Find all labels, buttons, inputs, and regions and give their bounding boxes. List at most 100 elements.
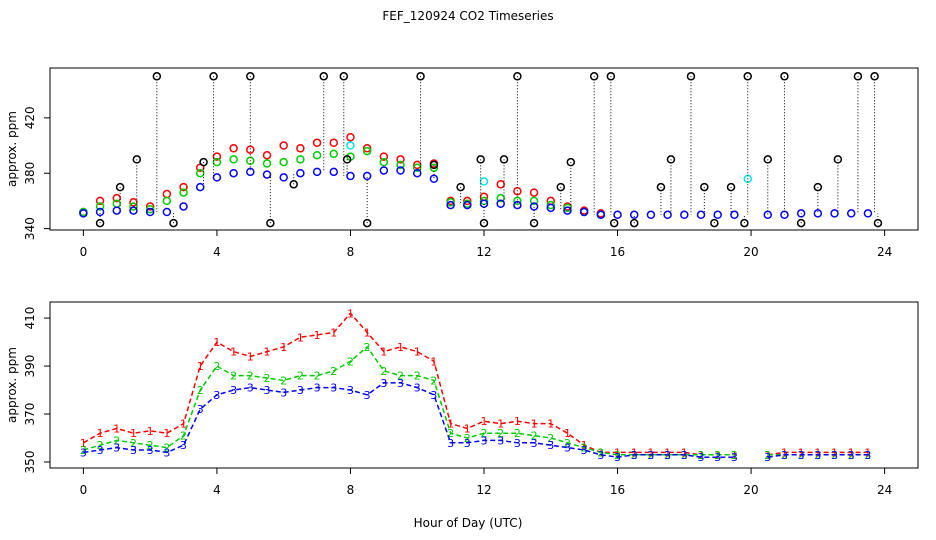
data-point xyxy=(296,168,305,178)
data-point xyxy=(162,189,172,199)
data-point xyxy=(162,207,172,217)
data-point xyxy=(496,193,505,203)
data-point xyxy=(700,182,709,192)
point-marker: 3 xyxy=(80,446,87,459)
point-marker: 3 xyxy=(514,437,521,450)
data-point xyxy=(319,72,329,81)
point-marker: 1 xyxy=(581,439,588,452)
point-marker: 1 xyxy=(430,355,437,368)
data-point xyxy=(262,150,272,160)
data-point xyxy=(296,144,305,153)
data-point xyxy=(846,209,856,218)
point-marker: 3 xyxy=(163,446,170,459)
point-marker: 3 xyxy=(597,449,604,462)
point-marker: 1 xyxy=(497,418,504,431)
point-marker: 2 xyxy=(614,449,621,462)
point-marker: 2 xyxy=(447,427,454,440)
data-point xyxy=(680,210,689,220)
data-point xyxy=(95,202,105,211)
point-marker: 3 xyxy=(280,386,287,399)
point-marker: 3 xyxy=(314,382,321,395)
data-point xyxy=(179,202,188,211)
point-marker: 3 xyxy=(698,451,705,464)
x-tick-label: 0 xyxy=(80,245,88,259)
point-marker: 1 xyxy=(180,418,187,431)
point-marker: 2 xyxy=(430,374,437,387)
data-point xyxy=(379,152,389,161)
x-tick-label: 8 xyxy=(347,245,355,259)
point-marker: 3 xyxy=(564,442,571,455)
data-point xyxy=(656,182,666,192)
point-marker: 3 xyxy=(531,437,538,450)
point-marker: 3 xyxy=(581,444,588,457)
data-point xyxy=(289,180,298,189)
data-point xyxy=(312,167,322,177)
data-point xyxy=(199,157,208,167)
point-marker: 3 xyxy=(664,449,671,462)
data-point xyxy=(730,210,739,220)
point-marker: 1 xyxy=(664,446,671,459)
point-marker: 1 xyxy=(814,446,821,459)
point-marker: 2 xyxy=(364,341,371,354)
point-marker: 3 xyxy=(364,389,371,402)
data-point xyxy=(566,157,576,167)
point-marker: 1 xyxy=(514,415,521,428)
data-point xyxy=(529,196,539,206)
y-tick-label: 420 xyxy=(23,106,37,129)
data-point xyxy=(362,218,372,228)
data-point xyxy=(529,202,539,211)
point-marker: 3 xyxy=(497,434,504,447)
point-marker: 1 xyxy=(364,326,371,339)
point-marker: 2 xyxy=(264,372,271,385)
chart-title: FEF_120924 CO2 Timeseries xyxy=(382,9,553,23)
y-tick-label: 410 xyxy=(23,307,37,330)
point-marker: 2 xyxy=(698,449,705,462)
data-point xyxy=(696,210,706,220)
data-point xyxy=(412,163,422,172)
data-point xyxy=(479,218,489,228)
data-point xyxy=(162,196,172,206)
data-point xyxy=(212,157,222,167)
point-marker: 2 xyxy=(130,437,137,450)
data-point xyxy=(513,196,522,206)
point-marker: 3 xyxy=(781,449,788,462)
data-point xyxy=(266,218,275,228)
data-point xyxy=(556,182,566,192)
point-marker: 1 xyxy=(798,446,805,459)
y-tick-label: 380 xyxy=(23,162,37,185)
point-marker: 1 xyxy=(213,336,220,349)
data-point xyxy=(179,188,188,197)
point-marker: 1 xyxy=(547,418,554,431)
point-marker: 3 xyxy=(97,444,104,457)
data-point xyxy=(780,210,789,220)
point-marker: 1 xyxy=(397,341,404,354)
data-point xyxy=(329,149,339,159)
data-point xyxy=(362,171,372,181)
point-marker: 2 xyxy=(330,365,337,378)
data-point xyxy=(312,138,322,148)
point-marker: 1 xyxy=(681,446,688,459)
point-marker: 3 xyxy=(814,449,821,462)
data-point xyxy=(145,202,155,211)
y-tick-label: 340 xyxy=(23,217,37,240)
point-marker: 1 xyxy=(347,307,354,320)
point-marker: 1 xyxy=(531,418,538,431)
data-point xyxy=(796,218,806,228)
point-marker: 3 xyxy=(180,439,187,452)
point-marker: 2 xyxy=(464,432,471,445)
data-point xyxy=(456,182,465,192)
point-marker: 2 xyxy=(764,449,771,462)
data-point xyxy=(579,207,589,217)
y-tick-label: 390 xyxy=(23,355,37,378)
point-marker: 1 xyxy=(247,350,254,363)
data-point xyxy=(229,144,238,153)
point-marker: 1 xyxy=(80,437,87,450)
data-point xyxy=(262,170,272,179)
point-marker: 2 xyxy=(514,427,521,440)
x-tick-label: 16 xyxy=(610,245,625,259)
point-marker: 1 xyxy=(197,360,204,373)
point-marker: 2 xyxy=(97,439,104,452)
data-point xyxy=(710,218,719,228)
data-point xyxy=(529,188,539,197)
x-tick-label: 4 xyxy=(213,245,221,259)
